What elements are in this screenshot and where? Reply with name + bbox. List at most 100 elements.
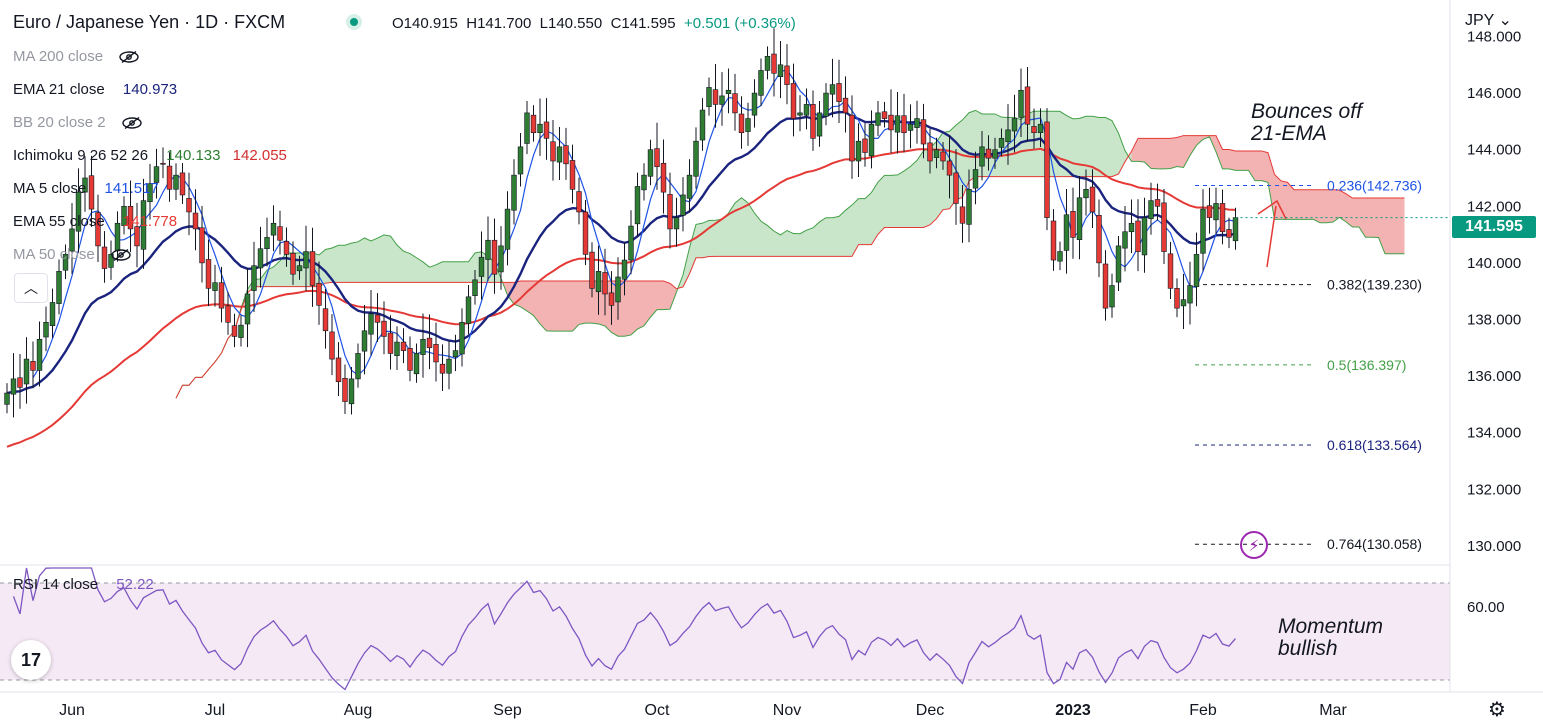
market-open-status-icon [346, 14, 362, 30]
candle-body [1206, 205, 1213, 218]
time-tick-label: Sep [493, 702, 522, 719]
candle-body [810, 104, 816, 139]
candle [920, 103, 927, 159]
tradingview-logo[interactable]: 17 [11, 640, 51, 680]
candle [1070, 187, 1076, 259]
candle-body [953, 172, 959, 204]
candle [862, 123, 868, 167]
candle [108, 240, 114, 280]
legend-ma200[interactable]: MA 200 close [13, 48, 139, 65]
candle [1232, 207, 1239, 250]
candle [784, 44, 790, 105]
legend-rsi[interactable]: RSI 14 close 52.22 [13, 576, 154, 593]
candle-body [140, 200, 147, 250]
legend-ema55[interactable]: EMA 55 close 141.778 [13, 213, 177, 230]
legend-ma50[interactable]: MA 50 close [13, 246, 131, 263]
candle [1200, 189, 1206, 272]
currency-selector[interactable]: JPY ⌄ [1465, 12, 1512, 29]
candle-body [855, 140, 862, 162]
cloud-segment [1287, 182, 1294, 220]
candle [1011, 94, 1018, 153]
candle [290, 241, 296, 285]
candle [1102, 250, 1109, 321]
candle [530, 105, 537, 142]
candle [49, 288, 56, 339]
legend-ma5[interactable]: MA 5 close 141.517 [13, 180, 159, 197]
candle [179, 162, 186, 204]
cloud-segment [644, 280, 651, 326]
candle-body [82, 177, 88, 193]
cloud-segment [1326, 189, 1333, 223]
candle-body [478, 256, 485, 277]
candle [485, 216, 491, 281]
candle-body [355, 353, 361, 380]
candle-body [439, 363, 446, 374]
cloud-segment [1021, 113, 1028, 177]
candle [771, 28, 777, 97]
legend-ema21[interactable]: EMA 21 close 140.973 [13, 81, 177, 98]
candle [1180, 273, 1187, 330]
candle [1018, 68, 1024, 138]
legend-ichimoku-value-b: 142.055 [232, 147, 287, 164]
eye-hidden-icon[interactable] [119, 51, 139, 64]
candle-body [686, 174, 693, 199]
candle-body [823, 92, 829, 117]
cloud-segment [572, 280, 579, 332]
gear-icon[interactable]: ⚙ [1488, 699, 1506, 721]
cloud-segment [1092, 116, 1099, 177]
candle [699, 98, 706, 151]
annotation-bounce: Bounces off 21-EMA [1251, 100, 1362, 145]
cloud-segment [832, 216, 839, 257]
fibonacci-levels: 0.236(142.736) 0.382(139.230) 0.5(136.397)… [1195, 177, 1422, 552]
cloud-segment [267, 266, 274, 287]
candle-body [927, 142, 933, 162]
candle-body [1050, 220, 1057, 261]
cloud-segment [982, 113, 989, 177]
eye-hidden-icon[interactable] [111, 249, 131, 262]
candle [251, 241, 257, 312]
legend-ma5-label: MA 5 close [13, 180, 87, 197]
cloud-segment [1313, 189, 1320, 223]
eye-hidden-icon[interactable] [122, 117, 142, 130]
cloud-segment [702, 220, 709, 258]
cloud-segment [657, 280, 664, 310]
rsi-pane [0, 567, 1450, 691]
candle-body [264, 237, 270, 250]
candle [823, 83, 829, 126]
symbol-title[interactable]: Euro / Japanese Yen · 1D · FXCM [13, 12, 286, 32]
price-tick-label: 130.000 [1467, 538, 1521, 555]
candle-body [706, 87, 712, 107]
candle-body [875, 112, 881, 126]
candle [875, 101, 881, 137]
cloud-segment [1352, 198, 1359, 227]
candle [511, 159, 517, 225]
legend-bb[interactable]: BB 20 close 2 [13, 114, 142, 131]
senkou-span-a-line [175, 109, 1405, 399]
candle [413, 343, 420, 383]
legend-ichimoku[interactable]: Ichimoku 9 26 52 26 140.133 142.055 [13, 147, 287, 164]
candle [868, 110, 875, 169]
collapse-legend-button[interactable]: ︿ [14, 273, 48, 303]
high-value: H141.700 [466, 15, 532, 32]
candle [95, 194, 101, 262]
candle [556, 127, 563, 180]
candle [693, 127, 699, 189]
candle-body [1057, 251, 1063, 262]
candle [277, 210, 283, 255]
candle-body [738, 113, 745, 134]
candle [1037, 108, 1044, 147]
candle-body [849, 114, 855, 162]
candle-body [147, 183, 153, 203]
time-tick-label: Jun [59, 702, 85, 719]
cloud-segment [377, 234, 384, 283]
candle-body [283, 241, 290, 255]
price-tick-label: 132.000 [1467, 481, 1521, 498]
cloud-segment [1099, 117, 1106, 177]
cloud-segment [891, 174, 898, 228]
lightning-icon[interactable]: ⚡ [1240, 531, 1268, 559]
candle [1187, 261, 1193, 325]
cloud-segment [806, 227, 813, 257]
candle-body [400, 341, 407, 351]
candle [582, 200, 589, 266]
